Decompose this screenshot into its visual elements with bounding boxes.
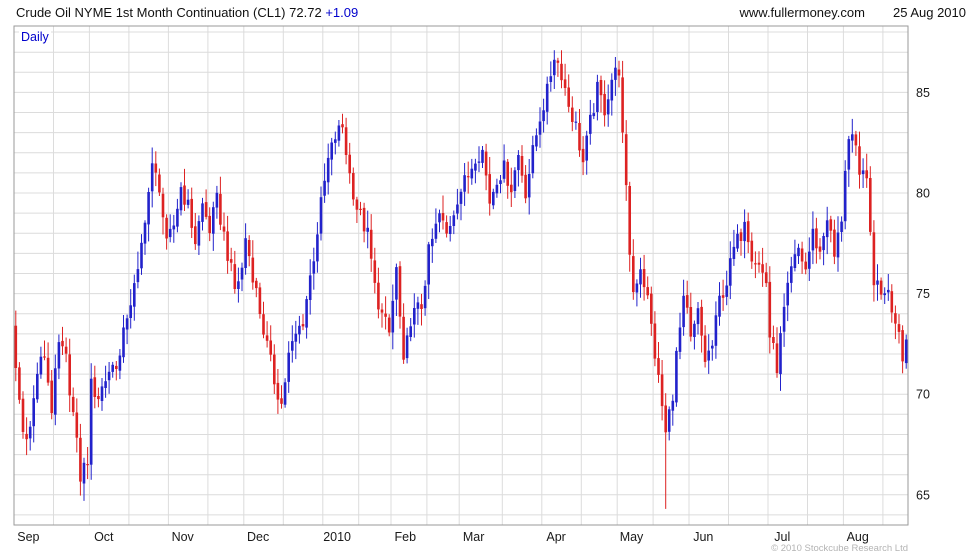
chart-header: Crude Oil NYME 1st Month Continuation (C…: [0, 0, 980, 24]
svg-text:2010: 2010: [323, 530, 351, 544]
svg-text:Apr: Apr: [546, 530, 565, 544]
svg-text:75: 75: [916, 287, 930, 301]
price-change: +1.09: [325, 4, 359, 20]
svg-text:65: 65: [916, 488, 930, 502]
svg-text:Feb: Feb: [395, 530, 417, 544]
svg-text:Dec: Dec: [247, 530, 269, 544]
frequency-label: Daily: [19, 30, 51, 44]
svg-text:80: 80: [916, 187, 930, 201]
svg-text:Sep: Sep: [17, 530, 39, 544]
chart-date: 25 Aug 2010: [892, 4, 966, 20]
svg-text:May: May: [620, 530, 644, 544]
copyright-notice: © 2010 Stockcube Research Ltd: [771, 543, 908, 554]
svg-text:Jun: Jun: [693, 530, 713, 544]
header-meta: www.fullermoney.com 25 Aug 2010: [740, 5, 980, 20]
last-price: 72.72: [289, 4, 322, 20]
svg-text:85: 85: [916, 86, 930, 100]
svg-text:Jul: Jul: [774, 530, 790, 544]
instrument-title: Crude Oil NYME 1st Month Continuation (C…: [16, 4, 286, 20]
svg-text:70: 70: [916, 388, 930, 402]
svg-text:Aug: Aug: [847, 530, 869, 544]
svg-text:Mar: Mar: [463, 530, 485, 544]
svg-text:Oct: Oct: [94, 530, 114, 544]
website-link[interactable]: www.fullermoney.com: [739, 4, 865, 20]
chart-title-group: Crude Oil NYME 1st Month Continuation (C…: [0, 5, 358, 20]
svg-text:Nov: Nov: [172, 530, 195, 544]
